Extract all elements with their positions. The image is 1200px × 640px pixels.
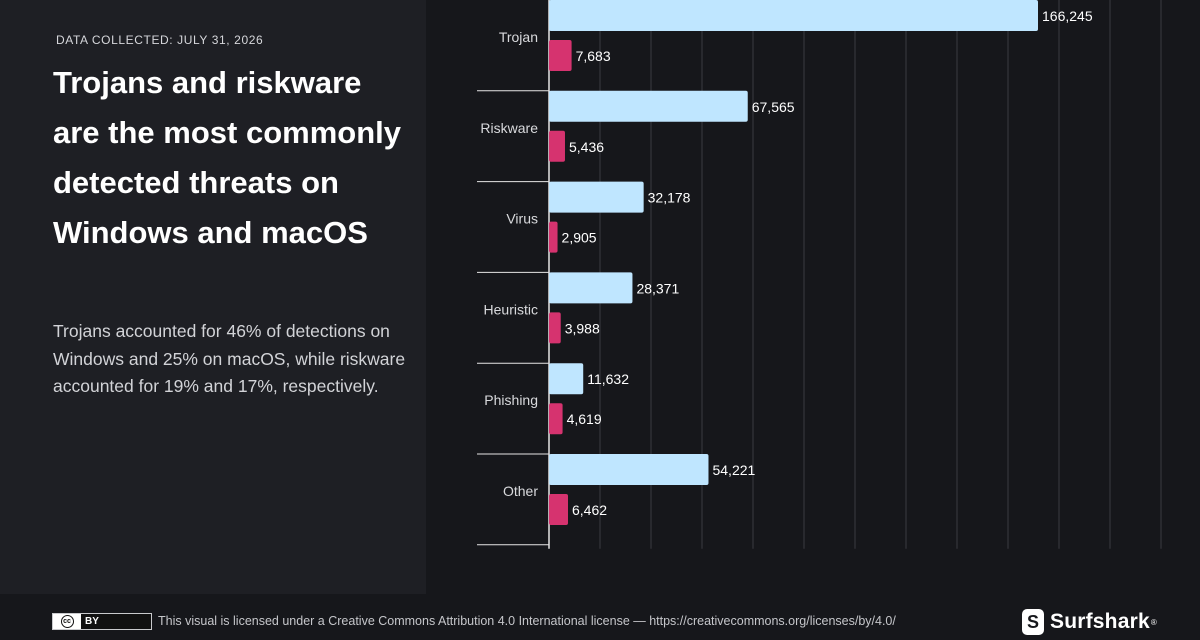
bar-macos [549,494,569,525]
cc-logo-area: cc [53,614,81,629]
cc-license-badge[interactable]: cc BY [52,613,152,630]
value-label-macos: 2,905 [562,230,597,246]
value-label-macos: 5,436 [569,139,604,155]
license-text: This visual is licensed under a Creative… [158,614,896,628]
bar-chart: Trojan 166,245 7,683 Riskware 67,565 5,436 Vir… [477,0,1162,549]
bar-macos [549,403,563,435]
category-label: Virus [506,211,538,227]
surfshark-logo: S Surfshark ® [1022,609,1157,635]
left-panel: DATA COLLECTED: JULY 31, 2026 Trojans an… [0,0,426,594]
value-label-macos: 3,988 [565,320,600,336]
value-label-macos: 4,619 [567,411,602,427]
cc-icon: cc [60,615,74,628]
category-label: Trojan [499,29,538,45]
category-label: Riskware [480,120,538,136]
registered-mark: ® [1150,617,1157,627]
value-label-macos: 6,462 [572,502,607,518]
value-label-windows: 32,178 [648,190,691,206]
category-label: Phishing [484,392,538,408]
value-label-windows: 166,245 [1042,8,1093,24]
surfshark-logo-icon: S [1022,609,1044,635]
category-label: Other [503,483,538,499]
bar-windows [549,272,633,304]
description: Trojans accounted for 46% of detections … [53,321,406,396]
bar-macos [549,312,561,344]
value-label-windows: 54,221 [712,462,755,478]
bar-macos [549,221,558,253]
bar-macos [549,40,572,71]
category-label: Heuristic [484,301,538,317]
bar-windows [549,454,709,485]
cc-badge-label: BY [81,614,151,629]
bar-windows [549,90,748,122]
bar-windows [549,363,584,395]
chart-panel: Trojan 166,245 7,683 Riskware 67,565 5,436 Vir… [426,0,1200,594]
date-label: DATA COLLECTED: JULY 31, 2026 [56,33,264,47]
value-label-windows: 11,632 [587,371,629,387]
footer: cc BY This visual is licensed under a Cr… [0,594,1200,640]
headline: Trojans and riskware are the most common… [53,65,401,250]
bar-windows [549,0,1038,31]
value-label-windows: 67,565 [752,99,795,115]
bar-macos [549,130,565,162]
value-label-windows: 28,371 [636,280,679,296]
value-label-macos: 7,683 [576,48,611,64]
bar-windows [549,181,644,213]
surfshark-logo-text: Surfshark [1050,610,1150,633]
